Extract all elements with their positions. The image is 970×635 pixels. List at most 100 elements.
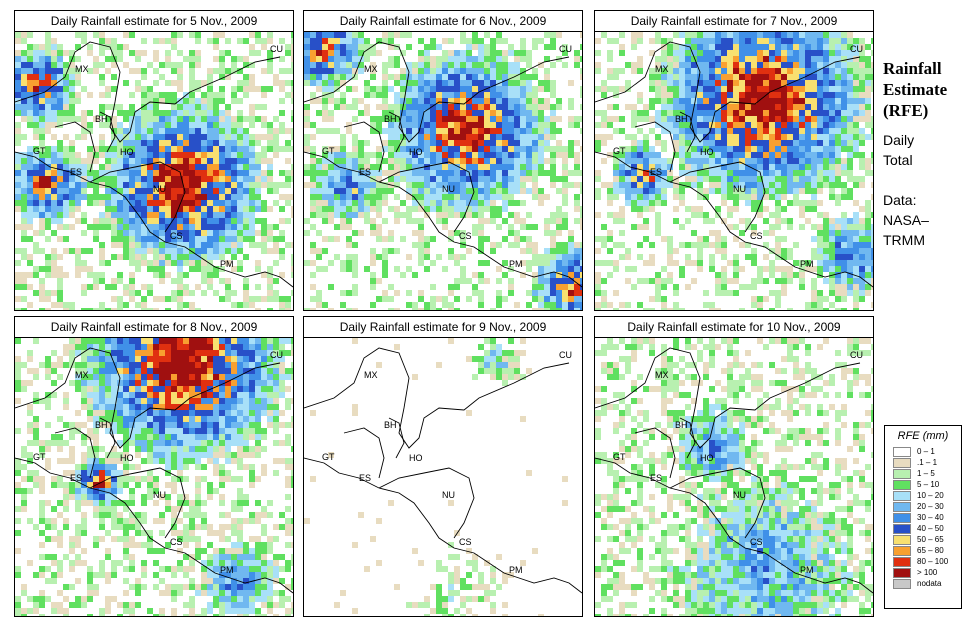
rainfall-cell	[346, 152, 352, 158]
rainfall-cell	[123, 176, 129, 182]
rainfall-cell	[733, 62, 739, 68]
rainfall-cell	[733, 80, 739, 86]
rainfall-cell	[751, 68, 757, 74]
rainfall-cell	[595, 236, 601, 242]
rainfall-cell	[141, 194, 147, 200]
rainfall-cell	[93, 170, 99, 176]
rainfall-cell	[841, 116, 847, 122]
rainfall-cell	[87, 272, 93, 278]
rainfall-cell	[129, 290, 135, 296]
rainfall-cell	[141, 374, 147, 380]
rainfall-cell	[865, 116, 871, 122]
rainfall-cell	[171, 122, 177, 128]
rainfall-cell	[346, 56, 352, 62]
rainfall-cell	[99, 104, 105, 110]
rainfall-cell	[655, 116, 661, 122]
rainfall-cell	[811, 302, 817, 308]
rainfall-cell	[697, 242, 703, 248]
rainfall-cell	[496, 68, 502, 74]
rainfall-cell	[595, 284, 601, 290]
rainfall-cell	[619, 206, 625, 212]
rainfall-cell	[436, 116, 442, 122]
rainfall-cell	[123, 218, 129, 224]
rainfall-cell	[225, 140, 231, 146]
rainfall-cell	[171, 368, 177, 374]
rainfall-cell	[532, 128, 538, 134]
rainfall-cell	[769, 194, 775, 200]
rainfall-cell	[655, 158, 661, 164]
rainfall-cell	[382, 62, 388, 68]
rainfall-cell	[532, 38, 538, 44]
rainfall-cell	[340, 200, 346, 206]
rainfall-cell	[57, 200, 63, 206]
rainfall-cell	[51, 38, 57, 44]
rainfall-cell	[63, 170, 69, 176]
rainfall-cell	[273, 236, 279, 242]
rainfall-cell	[637, 170, 643, 176]
rainfall-cell	[346, 224, 352, 230]
rainfall-cell	[823, 122, 829, 128]
rainfall-cell	[129, 218, 135, 224]
rainfall-cell	[751, 32, 757, 38]
rainfall-cell	[51, 368, 57, 374]
rainfall-cell	[865, 272, 871, 278]
rainfall-cell	[835, 74, 841, 80]
rainfall-cell	[21, 56, 27, 62]
rainfall-cell	[141, 128, 147, 134]
rainfall-cell	[27, 50, 33, 56]
rainfall-cell	[15, 164, 21, 170]
rainfall-cell	[165, 296, 171, 302]
rainfall-cell	[490, 176, 496, 182]
rainfall-cell	[769, 104, 775, 110]
rainfall-cell	[502, 86, 508, 92]
rainfall-cell	[51, 230, 57, 236]
rainfall-cell	[472, 80, 478, 86]
rainfall-cell	[51, 134, 57, 140]
rainfall-cell	[231, 380, 237, 386]
rainfall-cell	[189, 260, 195, 266]
rainfall-cell	[189, 182, 195, 188]
rainfall-cell	[322, 56, 328, 62]
rainfall-cell	[430, 236, 436, 242]
rainfall-cell	[829, 86, 835, 92]
rainfall-cell	[787, 266, 793, 272]
rainfall-cell	[871, 134, 873, 140]
rainfall-cell	[775, 104, 781, 110]
rainfall-cell	[129, 200, 135, 206]
rainfall-cell	[177, 62, 183, 68]
rainfall-cell	[823, 110, 829, 116]
rainfall-cell	[805, 38, 811, 44]
rainfall-cell	[637, 302, 643, 308]
rainfall-cell	[412, 104, 418, 110]
rainfall-cell	[370, 272, 376, 278]
rainfall-cell	[213, 344, 219, 350]
rainfall-cell	[508, 116, 514, 122]
rainfall-cell	[171, 206, 177, 212]
rainfall-cell	[51, 116, 57, 122]
rainfall-cell	[99, 38, 105, 44]
rainfall-cell	[781, 134, 787, 140]
rainfall-cell	[165, 206, 171, 212]
rainfall-cell	[213, 56, 219, 62]
rainfall-cell	[757, 62, 763, 68]
rainfall-cell	[219, 362, 225, 368]
rainfall-cell	[45, 122, 51, 128]
rainfall-cell	[285, 170, 291, 176]
rainfall-cell	[835, 230, 841, 236]
rainfall-cell	[364, 206, 370, 212]
rainfall-cell	[219, 158, 225, 164]
rainfall-cell	[496, 140, 502, 146]
rainfall-cell	[171, 278, 177, 284]
rainfall-cell	[213, 248, 219, 254]
rainfall-cell	[15, 134, 21, 140]
rainfall-cell	[189, 374, 195, 380]
rainfall-cell	[460, 200, 466, 206]
rainfall-cell	[751, 98, 757, 104]
rainfall-cell	[316, 74, 322, 80]
rainfall-cell	[715, 272, 721, 278]
rainfall-cell	[454, 254, 460, 260]
rainfall-cell	[715, 188, 721, 194]
rainfall-cell	[697, 116, 703, 122]
rainfall-cell	[472, 32, 478, 38]
rainfall-cell	[201, 116, 207, 122]
